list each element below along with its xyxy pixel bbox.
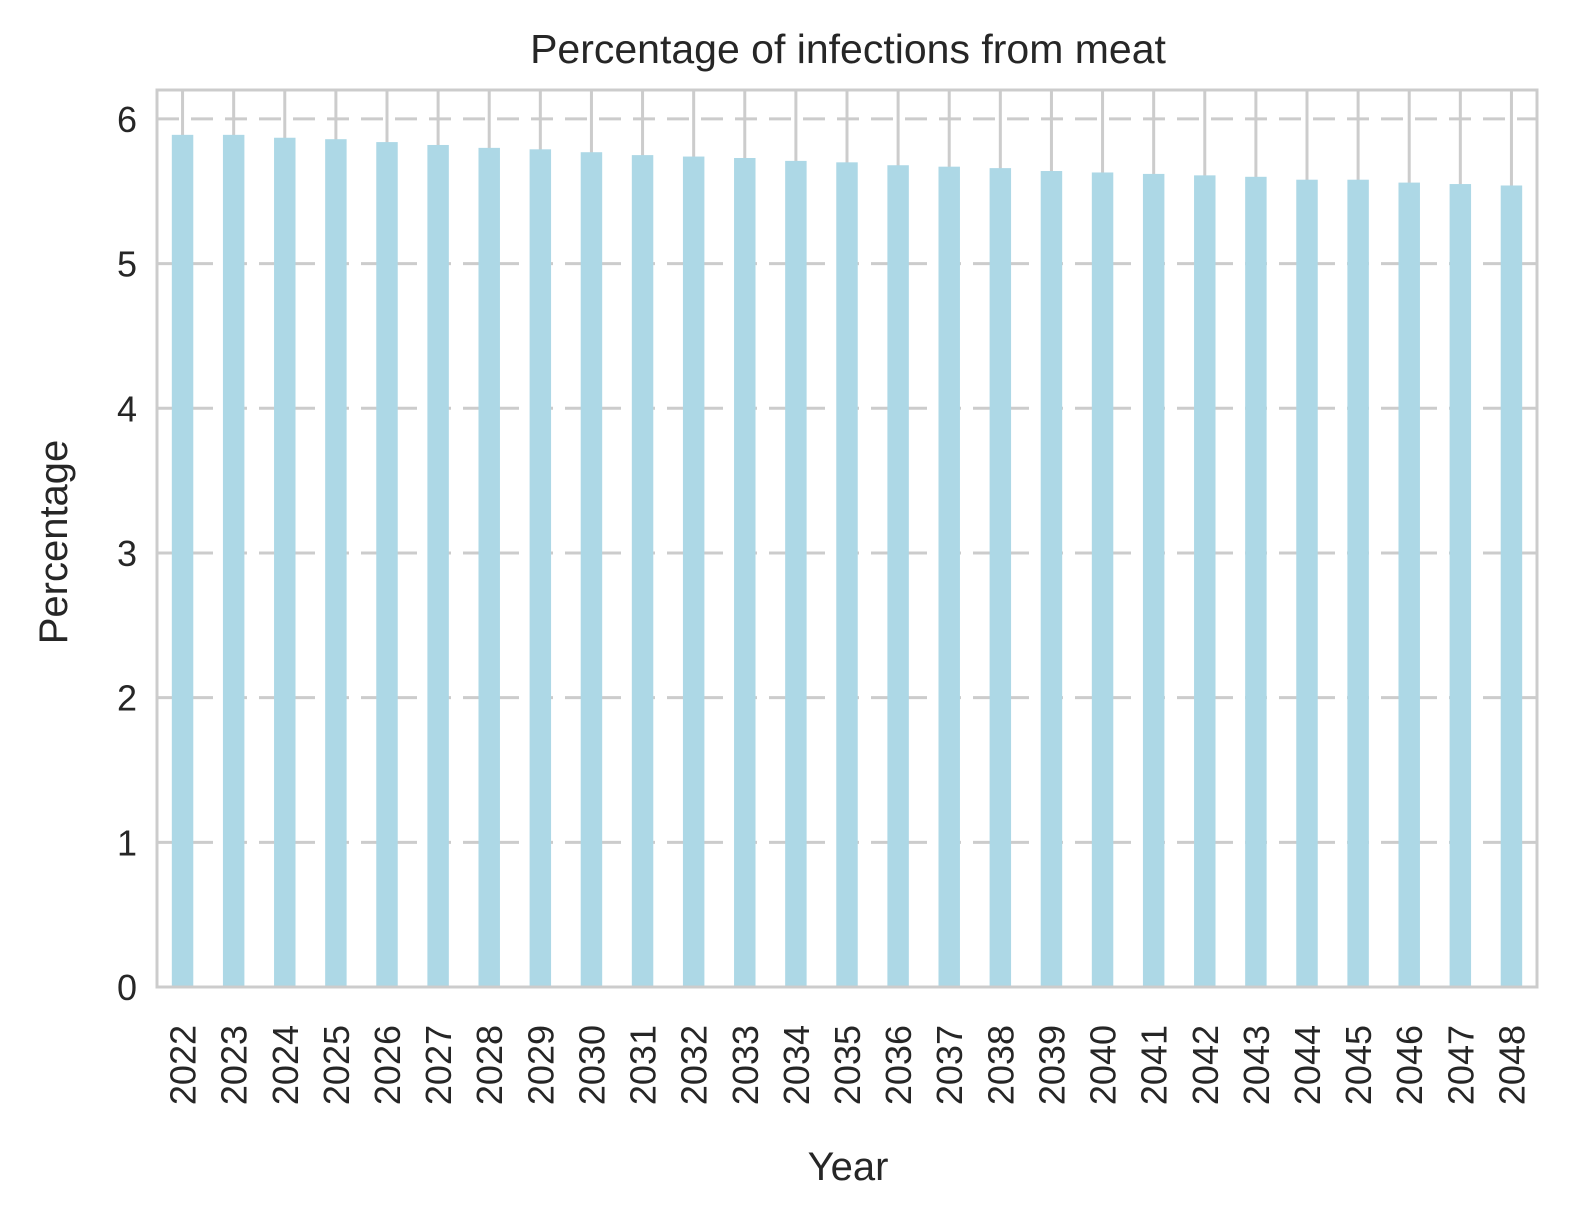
bar-2043 [1245,176,1267,987]
x-tick-label: 2046 [1389,1025,1430,1105]
bar-2042 [1194,175,1216,987]
bar-2022 [171,134,194,988]
bar-2044 [1296,179,1318,987]
x-tick-label: 2034 [776,1025,817,1105]
y-tick-label: 5 [117,244,137,285]
bar-2045 [1347,179,1369,987]
bar-2024 [274,137,296,988]
y-tick-label: 6 [117,99,137,140]
x-tick-label: 2038 [980,1025,1021,1105]
x-tick-label: 2041 [1134,1025,1175,1105]
x-tick-label: 2042 [1185,1025,1226,1105]
x-tick-labels: 2022 2023 2024 2025 2026 2027 2028 2029 2030 2031… [163,1025,1533,1105]
x-tick-label: 2024 [265,1025,306,1105]
bar-2032 [682,156,705,987]
x-tick-label: 2022 [163,1025,204,1105]
y-tick-label: 2 [117,678,137,719]
x-axis-label: Year [808,1145,889,1189]
y-tick-label: 4 [117,388,137,429]
x-tick-label: 2025 [316,1025,357,1105]
bar-2046 [1398,182,1420,987]
x-tick-label: 2023 [214,1025,255,1105]
bar-2036 [887,165,909,988]
x-tick-label: 2036 [878,1025,919,1105]
y-tick-label: 3 [117,533,137,574]
bar-2029 [529,149,552,987]
bar-2030 [580,152,603,987]
bar-2027 [427,144,449,987]
bar-2047 [1449,184,1472,987]
y-tick-labels: 0 1 2 3 4 5 6 [117,99,137,1008]
bar-2023 [222,134,245,988]
bar-2034 [785,160,807,987]
bar-2035 [836,162,858,987]
plot-frame [155,88,1539,989]
x-tick-label: 2045 [1338,1025,1379,1105]
x-tick-label: 2031 [623,1025,664,1105]
x-tick-label: 2044 [1287,1025,1328,1105]
x-tick-label: 2048 [1491,1025,1532,1105]
x-tick-label: 2029 [520,1025,561,1105]
bar-2026 [376,142,398,988]
axes-frame [155,88,1539,989]
y-tick-label: 1 [117,822,137,863]
bar-2040 [1091,172,1114,987]
x-tick-label: 2043 [1236,1025,1277,1105]
x-tick-label: 2035 [827,1025,868,1105]
x-tick-label: 2039 [1031,1025,1072,1105]
bar-2031 [631,155,654,987]
x-tick-label: 2047 [1440,1025,1481,1105]
x-tick-label: 2037 [929,1025,970,1105]
bar-2041 [1142,173,1165,987]
x-tick-label: 2033 [725,1025,766,1105]
bar-2028 [478,147,500,987]
x-tick-label: 2026 [367,1025,408,1105]
y-tick-label: 0 [117,967,137,1008]
bar-2037 [938,166,960,988]
bar-layer [171,134,1523,988]
x-tick-label: 2032 [674,1025,715,1105]
bar-2039 [1040,171,1063,987]
y-axis-label: Percentage [32,440,76,645]
x-tick-label: 2030 [571,1025,612,1105]
bar-2048 [1500,185,1523,988]
x-tick-label: 2027 [418,1025,459,1105]
bar-2038 [989,168,1012,988]
x-tick-label: 2040 [1083,1025,1124,1105]
x-tick-label: 2028 [469,1025,510,1105]
chart-title: Percentage of infections from meat [530,26,1166,72]
bar-2025 [325,139,347,988]
bar-2033 [734,157,756,987]
